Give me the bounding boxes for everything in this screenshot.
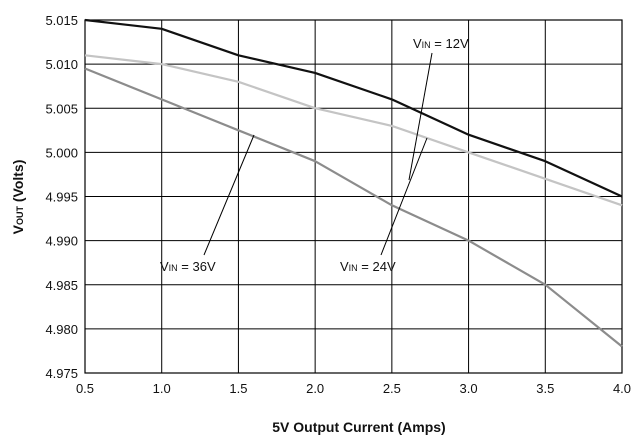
y-tick-label: 4.985: [45, 278, 78, 293]
series-line-vin-12v: [84, 18, 623, 198]
y-tick-label: 5.015: [45, 13, 78, 28]
y-tick-label: 5.010: [45, 57, 78, 72]
y-tick-label: 4.995: [45, 190, 78, 205]
y-tick-label: 5.005: [45, 101, 78, 116]
annotation-leader-lines: [203, 52, 433, 256]
y-tick-label: 4.975: [45, 366, 78, 381]
leader-line-36v: [203, 134, 255, 256]
tick-labels: 0.5 1.0 1.5 2.0 2.5 3.0 3.5 4.0 4.975 4.980 4.985 4…: [45, 13, 631, 396]
y-tick-label: 4.990: [45, 234, 78, 249]
grid: [84, 19, 623, 374]
annotation-vin-24v: VIN = 24V: [340, 259, 396, 274]
y-tick-label: 5.000: [45, 145, 78, 160]
x-tick-label: 3.0: [460, 381, 478, 396]
x-tick-label: 1.0: [153, 381, 171, 396]
x-tick-label: 2.0: [306, 381, 324, 396]
y-axis-title: VOUT (Volts): [10, 160, 26, 235]
annotation-vin-12v: VIN = 12V: [413, 36, 469, 51]
annotation-vin-36v: VIN = 36V: [160, 259, 216, 274]
x-tick-label: 4.0: [613, 381, 631, 396]
x-axis-title: 5V Output Current (Amps): [272, 419, 445, 435]
x-tick-label: 0.5: [76, 381, 94, 396]
series-line-vin-24v: [84, 54, 623, 207]
leader-line-12v: [408, 52, 433, 181]
x-tick-label: 1.5: [229, 381, 247, 396]
series-line-vin-36v: [84, 67, 623, 348]
x-tick-label: 2.5: [383, 381, 401, 396]
y-tick-label: 4.980: [45, 322, 78, 337]
series-lines: [84, 18, 623, 348]
x-tick-label: 3.5: [536, 381, 554, 396]
leader-line-24v: [380, 137, 428, 256]
